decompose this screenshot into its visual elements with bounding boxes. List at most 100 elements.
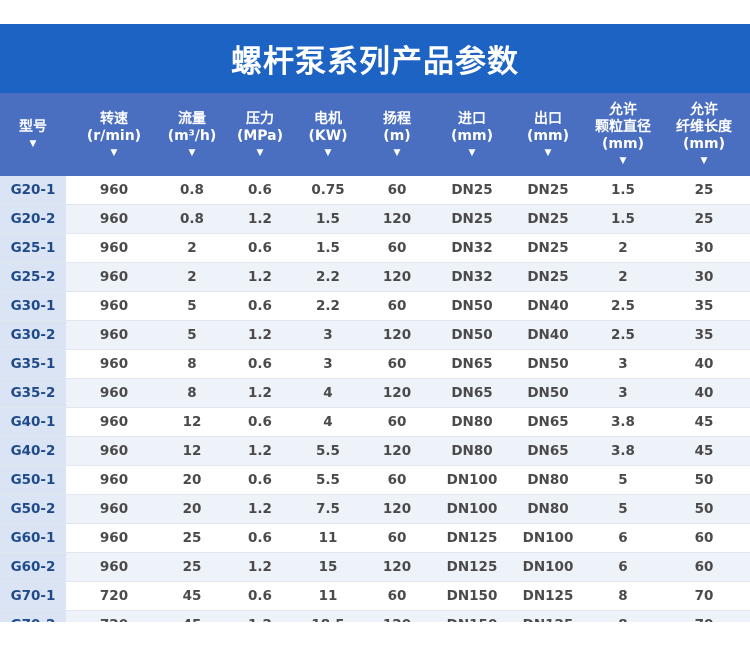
column-header-5[interactable]: 扬程 (m) ▼	[358, 93, 436, 176]
table-cell: 1.2	[222, 320, 298, 350]
column-header-1[interactable]: 转速 (r/min) ▼	[66, 93, 162, 176]
table-cell: 60	[358, 581, 436, 611]
table-cell: DN65	[508, 436, 588, 466]
table-cell: 40	[658, 378, 750, 408]
table-cell: 1.2	[222, 204, 298, 234]
table-cell: 1.5	[298, 204, 358, 234]
table-cell: 0.6	[222, 176, 298, 205]
table-cell: 50	[658, 494, 750, 524]
table-cell: 60	[358, 349, 436, 379]
table-cell: DN25	[436, 204, 508, 234]
column-header-label: 颗粒直径	[595, 119, 651, 135]
sort-caret-icon: ▼	[110, 147, 118, 158]
model-cell: G60-1	[0, 523, 66, 553]
column-header-label: (m)	[383, 127, 411, 144]
sort-caret-icon: ▼	[324, 147, 332, 158]
table-cell: 3	[588, 349, 658, 379]
table-cell: DN40	[508, 320, 588, 350]
table-row: G60-1 960 25 0.6 11 60 DN125 DN100 6 60	[0, 523, 750, 553]
table-cell: 5	[162, 320, 222, 350]
sort-caret-icon: ▼	[544, 147, 552, 158]
table-cell: 35	[658, 320, 750, 350]
table-cell: 60	[358, 233, 436, 263]
table-cell: 60	[358, 465, 436, 495]
table-cell: 120	[358, 552, 436, 582]
model-cell: G40-2	[0, 436, 66, 466]
table-row: G40-2 960 12 1.2 5.5 120 DN80 DN65 3.8 45	[0, 436, 750, 466]
table-cell: 120	[358, 204, 436, 234]
table-cell: DN125	[436, 552, 508, 582]
table-cell: 720	[66, 581, 162, 611]
table-cell: 0.6	[222, 523, 298, 553]
table-cell: DN125	[508, 581, 588, 611]
table-cell: 3	[298, 320, 358, 350]
table-header-row: 型号 ▼ 转速 (r/min) ▼ 流量 (m³/h) ▼ 压力 (MPa) ▼ 电机 (KW) ▼ 扬程(…	[0, 93, 750, 176]
column-header-9[interactable]: 允许 纤维长度 (mm) ▼	[658, 93, 750, 176]
model-cell: G20-1	[0, 176, 66, 205]
column-header-6[interactable]: 进口 (mm) ▼	[436, 93, 508, 176]
table-cell: 960	[66, 465, 162, 495]
model-cell: G25-1	[0, 233, 66, 263]
page-title: 螺杆泵系列产品参数	[231, 44, 519, 80]
column-header-0[interactable]: 型号 ▼	[0, 93, 66, 176]
model-cell: G60-2	[0, 552, 66, 582]
model-cell: G30-1	[0, 291, 66, 321]
table-cell: 960	[66, 494, 162, 524]
table-row: G70-1 720 45 0.6 11 60 DN150 DN125 8 70	[0, 581, 750, 611]
model-cell: G30-2	[0, 320, 66, 350]
column-header-label: (mm)	[527, 127, 569, 144]
table-cell: 8	[588, 581, 658, 611]
table-cell: DN50	[436, 291, 508, 321]
table-cell: 5.5	[298, 465, 358, 495]
table-cell: 4	[298, 407, 358, 437]
table-cell: 0.6	[222, 349, 298, 379]
table-row: G35-2 960 8 1.2 4 120 DN65 DN50 3 40	[0, 378, 750, 408]
parameter-table: 型号 ▼ 转速 (r/min) ▼ 流量 (m³/h) ▼ 压力 (MPa) ▼ 电机 (KW) ▼ 扬程(…	[0, 93, 750, 640]
sort-caret-icon: ▼	[468, 147, 476, 158]
table-cell: 0.8	[162, 204, 222, 234]
table-cell: 45	[162, 581, 222, 611]
table-row: G50-1 960 20 0.6 5.5 60 DN100 DN80 5 50	[0, 465, 750, 495]
table-row: G25-1 960 2 0.6 1.5 60 DN32 DN25 2 30	[0, 233, 750, 263]
table-cell: 6	[588, 523, 658, 553]
column-header-label: (r/min)	[86, 127, 142, 144]
table-cell: 20	[162, 494, 222, 524]
table-row: G30-2 960 5 1.2 3 120 DN50 DN40 2.5 35	[0, 320, 750, 350]
column-header-3[interactable]: 压力 (MPa) ▼	[222, 93, 298, 176]
table-cell: 960	[66, 320, 162, 350]
table-cell: 120	[358, 494, 436, 524]
table-cell: 960	[66, 523, 162, 553]
table-cell: DN100	[436, 465, 508, 495]
table-cell: 960	[66, 176, 162, 205]
table-cell: 12	[162, 436, 222, 466]
table-cell: DN125	[436, 523, 508, 553]
model-cell: G20-2	[0, 204, 66, 234]
table-cell: 60	[358, 176, 436, 205]
table-cell: 6	[588, 552, 658, 582]
column-header-8[interactable]: 允许 颗粒直径 (mm) ▼	[588, 93, 658, 176]
table-cell: 20	[162, 465, 222, 495]
table-row: G30-1 960 5 0.6 2.2 60 DN50 DN40 2.5 35	[0, 291, 750, 321]
table-cell: 2	[588, 233, 658, 263]
column-header-2[interactable]: 流量 (m³/h) ▼	[162, 93, 222, 176]
table-cell: 60	[658, 523, 750, 553]
table-cell: 960	[66, 204, 162, 234]
column-header-4[interactable]: 电机 (KW) ▼	[298, 93, 358, 176]
table-cell: DN25	[508, 176, 588, 205]
table-cell: 0.6	[222, 291, 298, 321]
column-header-label: 进口	[458, 110, 486, 127]
column-header-label: 型号	[19, 119, 47, 135]
table-cell: 4	[298, 378, 358, 408]
table-cell: 40	[658, 349, 750, 379]
sort-caret-icon: ▼	[700, 156, 708, 166]
table-row: G50-2 960 20 1.2 7.5 120 DN100 DN80 5 50	[0, 494, 750, 524]
table-cell: DN80	[436, 407, 508, 437]
table-cell: 2	[162, 233, 222, 263]
column-header-7[interactable]: 出口 (mm) ▼	[508, 93, 588, 176]
table-cell: 120	[358, 436, 436, 466]
table-cell: 2.5	[588, 291, 658, 321]
table-cell: 12	[162, 407, 222, 437]
column-header-label: 电机	[314, 110, 342, 127]
table-cell: 60	[658, 552, 750, 582]
